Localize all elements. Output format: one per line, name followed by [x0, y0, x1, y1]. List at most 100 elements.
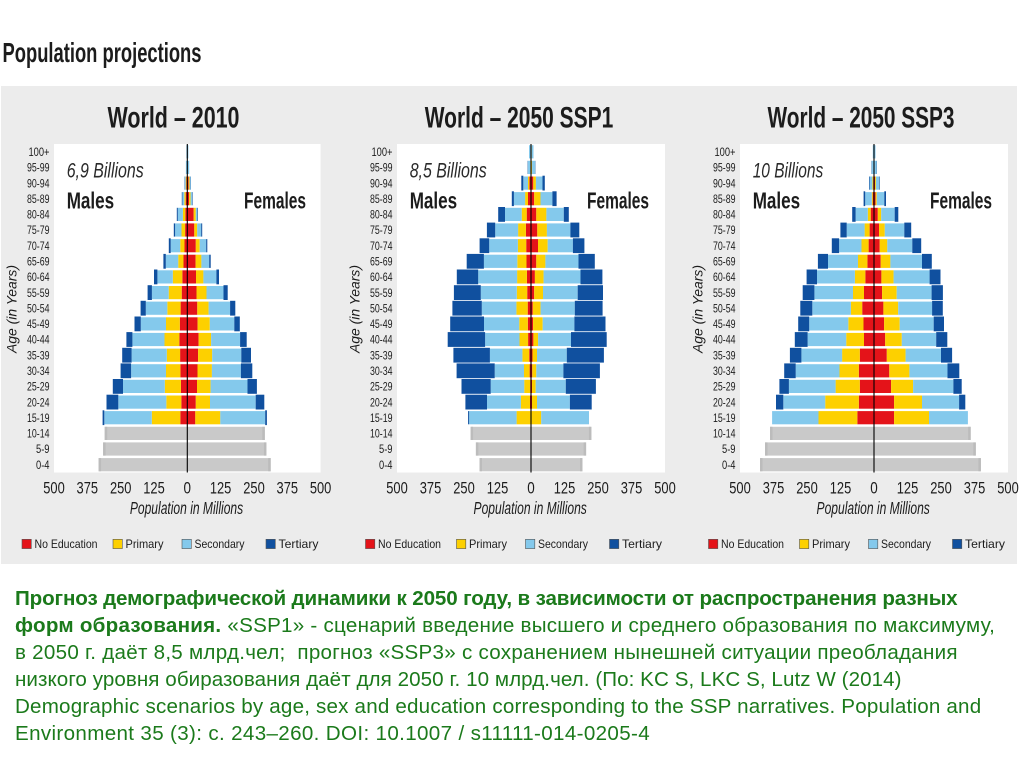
svg-text:95-99: 95-99 [370, 163, 393, 175]
svg-text:Males: Males [753, 188, 801, 214]
svg-text:500: 500 [997, 479, 1019, 498]
svg-text:70-74: 70-74 [713, 241, 736, 253]
svg-text:75-79: 75-79 [27, 225, 50, 237]
svg-text:65-69: 65-69 [713, 257, 736, 269]
svg-text:45-49: 45-49 [713, 319, 736, 331]
svg-text:20-24: 20-24 [370, 397, 393, 409]
svg-text:125: 125 [554, 479, 576, 498]
svg-text:65-69: 65-69 [27, 257, 50, 269]
svg-text:30-34: 30-34 [370, 366, 393, 378]
svg-text:No Education: No Education [378, 537, 441, 551]
svg-text:60-64: 60-64 [27, 272, 50, 284]
svg-text:100+: 100+ [372, 147, 393, 159]
svg-text:75-79: 75-79 [713, 225, 736, 237]
svg-text:75-79: 75-79 [370, 225, 393, 237]
svg-text:70-74: 70-74 [370, 241, 393, 253]
svg-text:World – 2050 SSP3: World – 2050 SSP3 [768, 101, 955, 134]
svg-text:Secondary: Secondary [881, 537, 931, 551]
svg-text:90-94: 90-94 [713, 178, 736, 190]
svg-text:45-49: 45-49 [27, 319, 50, 331]
svg-text:50-54: 50-54 [370, 303, 393, 315]
svg-text:Age (in Years): Age (in Years) [348, 265, 363, 354]
svg-text:Primary: Primary [812, 537, 850, 551]
svg-text:375: 375 [277, 479, 299, 498]
svg-text:95-99: 95-99 [713, 163, 736, 175]
svg-text:0-4: 0-4 [379, 460, 393, 472]
svg-text:15-19: 15-19 [370, 413, 393, 425]
svg-text:0-4: 0-4 [36, 460, 50, 472]
svg-text:Females: Females [587, 188, 649, 214]
svg-text:250: 250 [587, 479, 609, 498]
svg-text:250: 250 [243, 479, 265, 498]
svg-text:25-29: 25-29 [27, 382, 50, 394]
svg-text:30-34: 30-34 [27, 366, 50, 378]
svg-text:85-89: 85-89 [713, 194, 736, 206]
svg-text:15-19: 15-19 [713, 413, 736, 425]
svg-text:60-64: 60-64 [370, 272, 393, 284]
svg-text:25-29: 25-29 [370, 382, 393, 394]
svg-text:Population in Millions: Population in Millions [474, 498, 587, 518]
svg-text:20-24: 20-24 [713, 397, 736, 409]
svg-text:500: 500 [729, 479, 751, 498]
svg-text:Age (in Years): Age (in Years) [691, 265, 706, 354]
svg-text:Females: Females [930, 188, 992, 214]
svg-text:45-49: 45-49 [370, 319, 393, 331]
svg-text:500: 500 [310, 479, 332, 498]
svg-text:10 Billions: 10 Billions [753, 159, 824, 183]
svg-text:Population in Millions: Population in Millions [817, 498, 930, 518]
svg-text:Tertiary: Tertiary [622, 537, 662, 551]
svg-text:55-59: 55-59 [27, 288, 50, 300]
svg-text:Primary: Primary [126, 537, 164, 551]
svg-text:500: 500 [43, 479, 65, 498]
svg-text:40-44: 40-44 [370, 335, 393, 347]
svg-text:500: 500 [654, 479, 676, 498]
svg-text:Tertiary: Tertiary [965, 537, 1005, 551]
svg-text:15-19: 15-19 [27, 413, 50, 425]
svg-text:375: 375 [621, 479, 643, 498]
svg-text:50-54: 50-54 [27, 303, 50, 315]
svg-text:100+: 100+ [715, 147, 736, 159]
svg-text:Population in Millions: Population in Millions [130, 498, 243, 518]
svg-text:375: 375 [420, 479, 442, 498]
svg-text:Secondary: Secondary [195, 537, 245, 551]
svg-text:Females: Females [244, 188, 306, 214]
svg-text:125: 125 [830, 479, 852, 498]
svg-text:85-89: 85-89 [370, 194, 393, 206]
svg-text:Secondary: Secondary [538, 537, 588, 551]
svg-text:20-24: 20-24 [27, 397, 50, 409]
svg-text:60-64: 60-64 [713, 272, 736, 284]
svg-text:Tertiary: Tertiary [279, 537, 319, 551]
svg-text:375: 375 [763, 479, 785, 498]
svg-text:250: 250 [930, 479, 952, 498]
svg-text:0-4: 0-4 [722, 460, 736, 472]
svg-text:55-59: 55-59 [370, 288, 393, 300]
svg-text:80-84: 80-84 [27, 210, 50, 222]
svg-text:70-74: 70-74 [27, 241, 50, 253]
svg-text:40-44: 40-44 [27, 335, 50, 347]
svg-text:World – 2050 SSP1: World – 2050 SSP1 [425, 101, 614, 134]
svg-text:375: 375 [77, 479, 99, 498]
svg-text:25-29: 25-29 [713, 382, 736, 394]
svg-text:5-9: 5-9 [722, 444, 736, 456]
svg-text:5-9: 5-9 [36, 444, 50, 456]
svg-text:0: 0 [184, 479, 192, 498]
svg-text:125: 125 [897, 479, 919, 498]
svg-text:10-14: 10-14 [27, 429, 50, 441]
svg-text:10-14: 10-14 [713, 429, 736, 441]
svg-text:5-9: 5-9 [379, 444, 393, 456]
svg-text:500: 500 [386, 479, 408, 498]
svg-text:90-94: 90-94 [27, 178, 50, 190]
svg-text:30-34: 30-34 [713, 366, 736, 378]
svg-text:95-99: 95-99 [27, 163, 50, 175]
svg-text:55-59: 55-59 [713, 288, 736, 300]
svg-text:35-39: 35-39 [27, 350, 50, 362]
svg-text:Males: Males [67, 188, 115, 214]
svg-text:125: 125 [143, 479, 165, 498]
svg-text:40-44: 40-44 [713, 335, 736, 347]
svg-text:35-39: 35-39 [370, 350, 393, 362]
svg-text:250: 250 [110, 479, 132, 498]
svg-text:90-94: 90-94 [370, 178, 393, 190]
svg-text:125: 125 [210, 479, 232, 498]
svg-text:No Education: No Education [721, 537, 784, 551]
svg-text:85-89: 85-89 [27, 194, 50, 206]
